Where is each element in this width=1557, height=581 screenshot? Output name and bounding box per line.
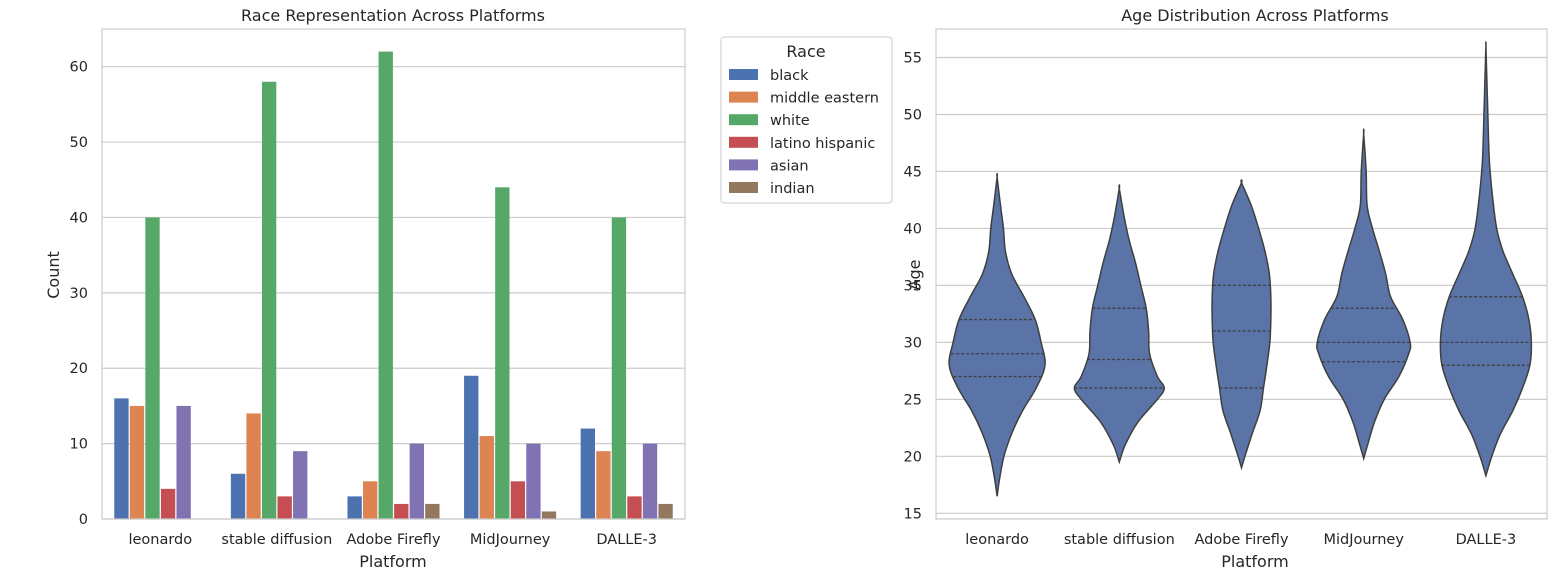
bar-middle-eastern-dalle-3 xyxy=(596,451,611,519)
bar-asian-adobe-firefly xyxy=(409,443,424,519)
bar-white-leonardo xyxy=(145,217,160,519)
legend-swatch-middle-eastern xyxy=(729,91,758,103)
race-chart-y-label: Count xyxy=(44,251,63,299)
race-x-tick-label: stable diffusion xyxy=(221,532,332,548)
bar-white-stable-diffusion xyxy=(261,81,277,520)
bar-asian-leonardo xyxy=(176,405,191,519)
race-y-tick-label: 30 xyxy=(70,286,88,302)
age-chart-violins xyxy=(948,41,1533,497)
bar-latino-hispanic-dalle-3 xyxy=(627,496,642,519)
bar-black-adobe-firefly xyxy=(347,496,362,519)
bar-black-stable-diffusion xyxy=(230,473,246,519)
race-y-tick-label: 50 xyxy=(70,135,88,151)
age-y-tick-label: 35 xyxy=(904,278,922,294)
legend-label-latino-hispanic: latino hispanic xyxy=(770,136,875,152)
race-y-tick-label: 40 xyxy=(70,210,88,226)
age-y-tick-label: 45 xyxy=(904,164,922,180)
age-chart-y-label: Age xyxy=(905,260,924,291)
bar-latino-hispanic-adobe-firefly xyxy=(394,503,409,519)
race-chart-bars xyxy=(114,51,673,520)
legend-items: black middle eastern white latino hispanic a… xyxy=(729,68,879,197)
bar-asian-stable-diffusion xyxy=(293,451,308,519)
legend-label-white: white xyxy=(770,113,810,129)
bar-latino-hispanic-leonardo xyxy=(160,488,176,519)
legend-label-indian: indian xyxy=(770,181,815,197)
race-chart-y-ticks: 0 10 20 30 40 50 60 xyxy=(70,60,88,528)
bar-indian-midjourney xyxy=(541,511,557,519)
age-y-tick-label: 15 xyxy=(904,506,922,522)
bar-middle-eastern-leonardo xyxy=(129,405,145,519)
age-y-tick-label: 40 xyxy=(904,221,922,237)
violin-stable-diffusion xyxy=(1073,184,1166,465)
bar-middle-eastern-stable-diffusion xyxy=(246,413,261,519)
age-x-tick-label: stable diffusion xyxy=(1064,532,1175,548)
race-x-tick-label: Adobe Firefly xyxy=(346,532,440,548)
bar-white-dalle-3 xyxy=(611,217,627,519)
race-chart-x-ticks: leonardo stable diffusion Adobe Firefly Mid… xyxy=(128,532,657,548)
bar-indian-dalle-3 xyxy=(658,503,673,519)
violin-dalle-3 xyxy=(1439,41,1533,479)
race-y-tick-label: 20 xyxy=(70,361,88,377)
legend-swatch-white xyxy=(729,114,758,126)
age-y-tick-label: 30 xyxy=(904,335,922,351)
bar-black-leonardo xyxy=(114,398,129,519)
legend-box xyxy=(720,36,893,204)
bar-indian-adobe-firefly xyxy=(425,503,440,519)
bar-white-adobe-firefly xyxy=(378,51,393,519)
bar-latino-hispanic-stable-diffusion xyxy=(277,496,292,519)
bar-black-dalle-3 xyxy=(580,428,596,519)
bar-middle-eastern-adobe-firefly xyxy=(363,481,378,519)
legend-swatch-latino-hispanic xyxy=(729,136,758,148)
bar-white-midjourney xyxy=(495,187,510,520)
race-y-tick-label: 60 xyxy=(70,60,88,76)
age-chart-frame xyxy=(935,28,1548,520)
race-legend: Race black middle eastern white latino hisp… xyxy=(720,36,893,204)
age-y-tick-label: 55 xyxy=(904,50,922,66)
bar-black-midjourney xyxy=(464,375,479,519)
race-chart-x-label: Platform xyxy=(359,552,426,571)
legend-title: Race xyxy=(786,42,825,61)
race-y-tick-label: 0 xyxy=(79,512,88,528)
legend-swatch-asian xyxy=(729,159,758,171)
bar-asian-dalle-3 xyxy=(642,443,658,519)
age-chart-title: Age Distribution Across Platforms xyxy=(1121,6,1389,25)
age-y-tick-label: 20 xyxy=(904,449,922,465)
violin-adobe-firefly xyxy=(1211,179,1272,471)
race-x-tick-label: MidJourney xyxy=(470,532,551,548)
legend-label-black: black xyxy=(770,68,809,84)
age-chart-x-ticks: leonardo stable diffusion Adobe Firefly Mid… xyxy=(965,532,1516,548)
legend-swatch-black xyxy=(729,69,758,80)
race-chart-gridlines xyxy=(102,66,685,520)
age-chart-x-label: Platform xyxy=(1221,552,1288,571)
age-chart-y-ticks: 15 20 25 30 35 40 45 50 55 xyxy=(904,50,922,522)
bar-asian-midjourney xyxy=(526,443,541,519)
race-y-tick-label: 10 xyxy=(70,437,88,453)
age-y-tick-label: 25 xyxy=(904,392,922,408)
race-x-tick-label: DALLE-3 xyxy=(596,532,657,548)
race-x-tick-label: leonardo xyxy=(128,532,192,548)
legend-label-asian: asian xyxy=(770,158,809,174)
violin-midjourney xyxy=(1316,128,1412,462)
race-bar-chart: 0 10 20 30 40 50 60 leonardo stable diffusion Ad… xyxy=(44,6,893,571)
bar-latino-hispanic-midjourney xyxy=(510,481,526,519)
legend-label-middle-eastern: middle eastern xyxy=(770,91,879,107)
violin-leonardo xyxy=(948,172,1046,497)
age-x-tick-label: Adobe Firefly xyxy=(1194,532,1288,548)
age-violin-chart: 15 20 25 30 35 40 45 50 55 leonardo stable diffus… xyxy=(904,6,1548,571)
age-x-tick-label: leonardo xyxy=(965,532,1029,548)
race-chart-frame xyxy=(101,28,686,520)
age-y-tick-label: 50 xyxy=(904,107,922,123)
bar-middle-eastern-midjourney xyxy=(479,436,494,519)
age-x-tick-label: DALLE-3 xyxy=(1456,532,1517,548)
race-chart-title: Race Representation Across Platforms xyxy=(241,6,545,25)
age-x-tick-label: MidJourney xyxy=(1323,532,1404,548)
legend-swatch-indian xyxy=(729,182,758,193)
